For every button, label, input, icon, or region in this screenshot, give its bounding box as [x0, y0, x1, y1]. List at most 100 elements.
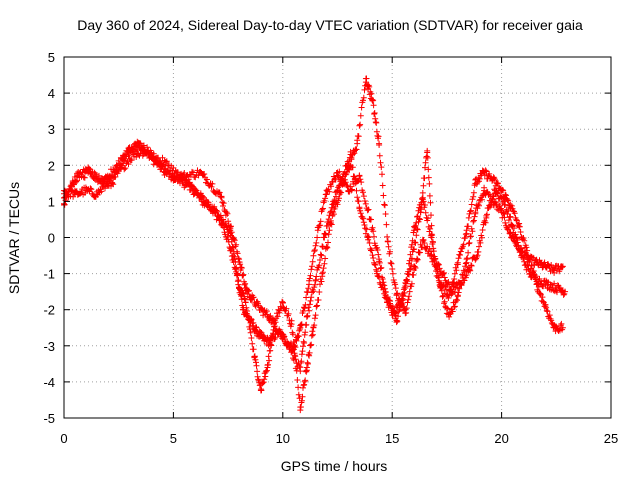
data-point	[542, 303, 549, 310]
data-point	[356, 173, 363, 180]
data-point	[439, 270, 446, 277]
data-point	[474, 248, 481, 255]
y-tick-label: -4	[43, 375, 55, 390]
data-point	[82, 187, 89, 194]
data-point	[207, 180, 214, 187]
data-point	[297, 404, 304, 411]
data-point	[551, 266, 558, 273]
data-point	[93, 191, 100, 198]
grid	[64, 57, 611, 418]
data-point	[489, 198, 496, 205]
y-tick-label: 3	[48, 122, 55, 137]
data-point	[297, 324, 304, 331]
data-point	[312, 277, 319, 284]
data-point	[400, 292, 407, 299]
x-tick-label: 15	[385, 431, 399, 446]
data-point	[71, 191, 78, 198]
data-point	[354, 140, 361, 147]
data-point	[507, 230, 514, 237]
data-point	[382, 292, 389, 299]
data-point	[411, 227, 418, 234]
data-point	[183, 173, 190, 180]
data-point	[170, 173, 177, 180]
y-axis-label: SDTVAR / TECUs	[6, 182, 22, 294]
data-point	[362, 75, 369, 82]
y-tick-label: -1	[43, 267, 55, 282]
data-point	[376, 256, 383, 263]
data-point	[481, 187, 488, 194]
data-point	[544, 281, 551, 288]
data-point	[402, 285, 409, 292]
data-point	[306, 281, 313, 288]
series-markers	[61, 75, 566, 414]
data-point	[314, 227, 321, 234]
y-tick-label: -5	[43, 411, 55, 426]
data-point	[472, 209, 479, 216]
data-point	[463, 227, 470, 234]
data-point	[192, 187, 199, 194]
data-point	[446, 292, 453, 299]
series-track-2	[61, 147, 569, 375]
data-point	[463, 256, 470, 263]
data-point	[113, 162, 120, 169]
data-point	[419, 238, 426, 245]
data-point	[498, 187, 505, 194]
data-point	[236, 256, 243, 263]
x-axis-label: GPS time / hours	[281, 458, 388, 474]
data-point	[393, 317, 400, 324]
y-tick-label: 2	[48, 158, 55, 173]
data-point	[323, 191, 330, 198]
data-point	[205, 202, 212, 209]
data-point	[179, 176, 186, 183]
data-point	[321, 234, 328, 241]
data-point	[551, 324, 558, 331]
data-point	[246, 317, 253, 324]
data-point	[489, 176, 496, 183]
y-tick-label: 4	[48, 86, 55, 101]
data-point	[227, 227, 234, 234]
data-point	[74, 173, 81, 180]
data-point	[446, 313, 453, 320]
data-point	[251, 353, 258, 360]
data-point	[87, 169, 94, 176]
data-point	[365, 234, 372, 241]
data-point	[369, 97, 376, 104]
data-point	[319, 270, 326, 277]
y-tick-label: 0	[48, 231, 55, 246]
y-tick-label: 5	[48, 50, 55, 65]
x-tick-label: 10	[276, 431, 290, 446]
y-tick-label: -2	[43, 303, 55, 318]
data-point	[260, 335, 267, 342]
data-point	[559, 263, 566, 270]
data-point	[384, 238, 391, 245]
data-point	[492, 187, 499, 194]
data-point	[117, 165, 124, 172]
data-point	[454, 259, 461, 266]
data-point	[198, 198, 205, 205]
data-point	[376, 140, 383, 147]
y-tick-label: -3	[43, 339, 55, 354]
data-point	[533, 259, 540, 266]
data-point	[303, 364, 310, 371]
data-point	[509, 223, 516, 230]
data-point	[472, 180, 479, 187]
data-point	[303, 313, 310, 320]
data-point	[279, 299, 286, 306]
data-point	[516, 223, 523, 230]
x-tick-label: 5	[170, 431, 177, 446]
data-point	[286, 342, 293, 349]
data-point	[535, 277, 542, 284]
data-point	[553, 285, 560, 292]
data-point	[428, 252, 435, 259]
data-point	[498, 209, 505, 216]
data-point	[216, 216, 223, 223]
data-point	[236, 285, 243, 292]
data-point	[334, 169, 341, 176]
data-point	[253, 328, 260, 335]
data-point	[542, 263, 549, 270]
data-point	[327, 220, 334, 227]
data-point	[507, 202, 514, 209]
chart-title: Day 360 of 2024, Sidereal Day-to-day VTE…	[77, 17, 583, 33]
data-point	[393, 292, 400, 299]
